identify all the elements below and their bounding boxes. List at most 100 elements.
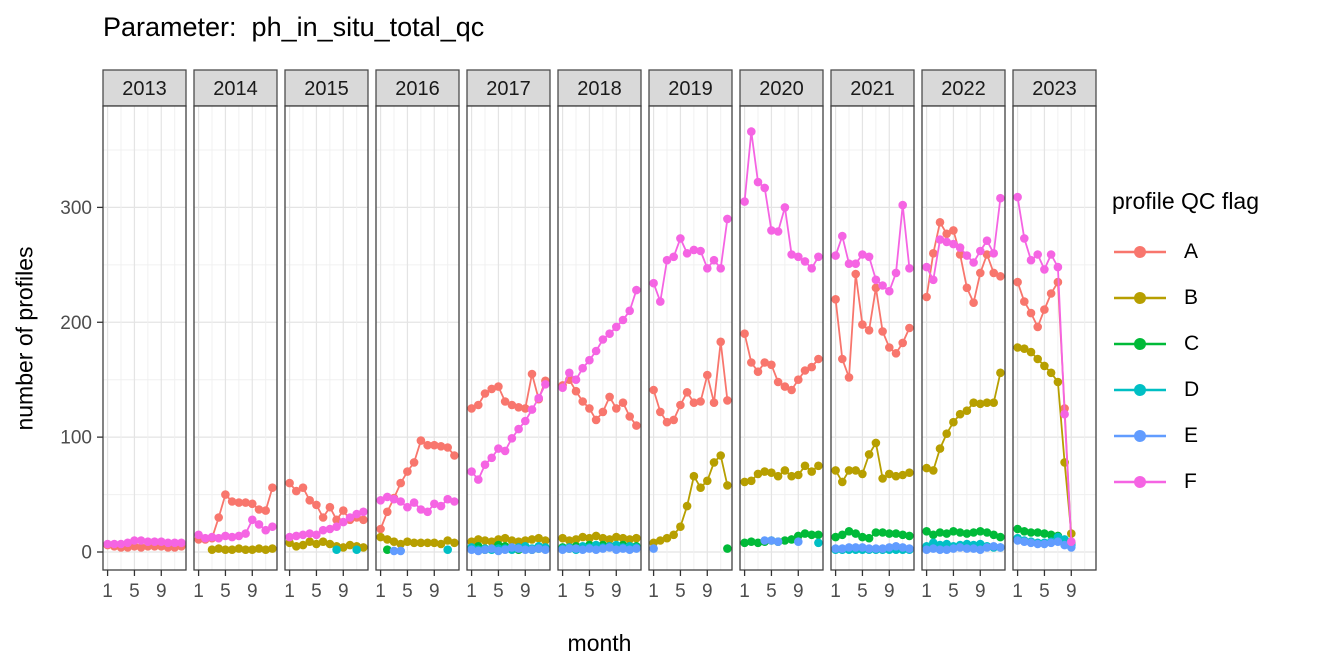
series-C [831,527,914,543]
series-A-point [787,385,796,395]
series-B-point [891,471,901,481]
series-F-point [773,227,783,236]
y-tick-label: 0 [81,543,92,564]
series-A-point [878,327,887,336]
facet-2022: 2022 1 5 9 [921,69,1006,602]
series-B-point [949,417,958,427]
series-A-point [723,396,732,405]
series-C-point [949,527,958,536]
series-F-line [834,205,911,293]
series-C-point [1046,530,1056,540]
panel-data [1013,192,1076,552]
series-A-point [409,458,419,467]
series-C-point [1040,529,1049,538]
series-C-point [800,529,810,538]
series-B [740,461,823,487]
series-F-point [430,499,439,509]
series-F-point [345,513,355,522]
series-B [649,451,732,548]
series-F-point [325,524,335,534]
series-A-point [831,295,840,304]
facet-strip-label: 2019 [668,78,713,100]
x-tick-label: 5 [584,581,595,602]
series-B-point [716,451,725,460]
series-F-point [669,252,678,262]
legend-entry-label: A [1184,240,1199,263]
series-C-point [955,528,965,537]
series-C-point [922,527,931,536]
series-A-point [740,329,749,339]
facet-strip-label: 2022 [941,78,986,100]
series-F-point [962,251,972,260]
series-F-point [143,537,153,546]
panel-data [285,478,368,554]
series-B-point [507,536,517,545]
y-axis: 0 100 200 300 [60,198,103,564]
series-F-point [871,275,881,285]
series-A [740,329,823,395]
series-B-point [935,444,945,453]
panel-border [1012,105,1097,571]
series-B-point [871,438,881,448]
series-C-point [1013,524,1022,534]
series-E-point [905,544,914,553]
series-E-point [976,545,985,554]
series-F-point [359,507,368,517]
x-tick-label: 5 [220,581,231,602]
series-C-point [831,532,840,542]
series-A-point [383,507,392,517]
series-A-point [396,478,406,488]
series-F-point [1053,262,1063,272]
series-B-point [325,539,335,549]
series-B-point [578,532,587,542]
series-B-point [207,545,217,554]
series-A-point [760,358,769,367]
series-B-point [632,533,641,543]
series-B-point [800,461,810,471]
series-D-point [814,538,823,548]
series-F [376,492,459,517]
series-F-point [676,234,685,243]
series-A-point [676,400,685,410]
series-F-point [858,250,867,259]
series-B-point [221,545,230,554]
series-A-point [339,506,348,515]
series-A-point [514,403,523,412]
series-C-point [1020,527,1029,536]
facet-strip-2019 [648,69,733,107]
facet-strip-2020 [739,69,824,107]
series-F-point [150,537,159,546]
x-tick-label: 9 [884,581,895,602]
series-F-point [831,251,840,260]
series-A-point [591,415,601,425]
series-E-point [1060,540,1069,550]
series-F-point [103,539,112,549]
series-F-point [254,520,264,529]
series-A-point [578,397,587,406]
panel-border [466,105,551,571]
series-E [831,542,914,553]
series-F-point [844,259,854,269]
panel-grid [285,106,368,570]
series-F-point [565,368,574,378]
series-E-point [571,544,581,553]
series-F [922,193,1005,285]
series-F-point [1013,192,1022,202]
panel-grid [103,106,186,570]
series-B-point [261,545,271,554]
series-E-point [541,545,550,554]
series-B-point [676,522,685,531]
series-A-point [416,436,426,445]
series-F-point [976,246,985,256]
series-F-point [632,285,641,295]
series-A-point [632,421,641,430]
series-A-point [1033,322,1042,332]
panel-bg [103,106,186,570]
series-E-point [851,543,860,552]
series-F-point [227,532,237,542]
series-C-point [383,545,392,554]
x-tick-label: 5 [129,581,140,602]
series-F-point [507,434,517,443]
series-D-point [352,545,362,554]
panel-grid [649,106,732,570]
